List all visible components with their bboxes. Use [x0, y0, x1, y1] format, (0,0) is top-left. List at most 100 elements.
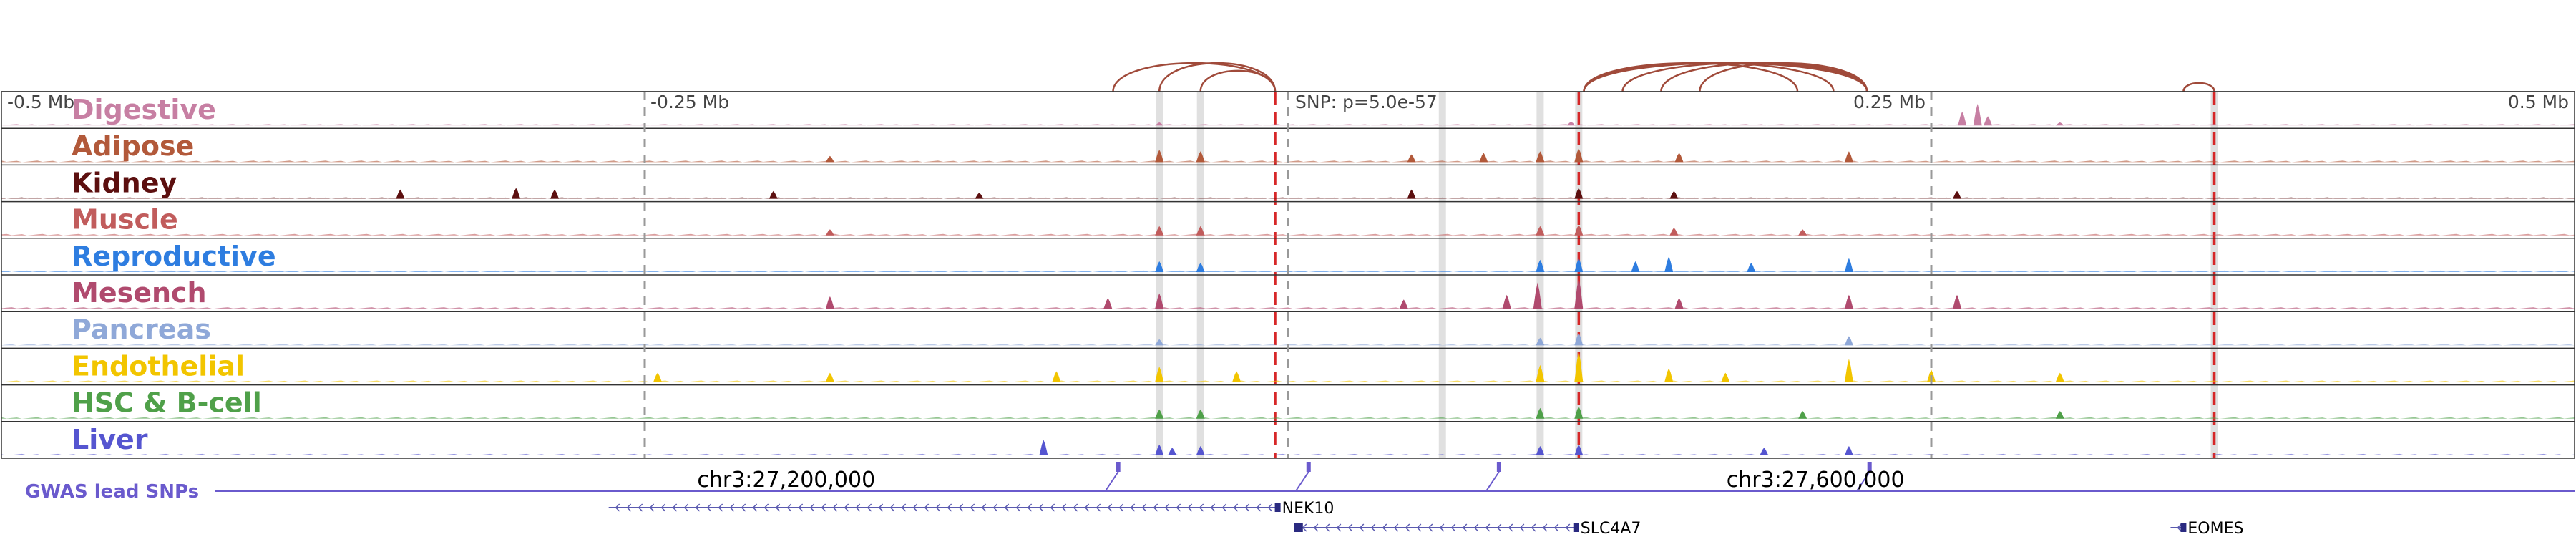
peak-1	[1196, 151, 1205, 163]
gene-label-2: EOMES	[2187, 520, 2243, 537]
coordinate-label-0: chr3:27,200,000	[697, 468, 875, 493]
peak-2	[1984, 116, 1993, 126]
peak-4	[1574, 278, 1584, 309]
strand-arrow	[649, 503, 655, 512]
peak-7	[1953, 294, 1961, 309]
tick-label-2: 0.25 Mb	[1853, 92, 1926, 112]
peak-3	[1536, 226, 1545, 236]
track-label-7: Endothelial	[72, 350, 245, 382]
track-label-6: Pancreas	[72, 314, 211, 345]
peak-2	[1574, 258, 1584, 272]
strand-arrow	[1096, 503, 1101, 512]
peak-6	[1798, 229, 1807, 236]
strand-arrow	[1118, 503, 1124, 512]
strand-arrow	[1450, 523, 1456, 532]
gene-nek10: NEK10	[608, 500, 1335, 518]
peak-0	[1958, 111, 1967, 126]
strand-arrow	[1302, 523, 1307, 532]
strand-arrow	[1141, 503, 1147, 512]
peak-3	[1168, 448, 1177, 455]
gene-eomes: EOMES	[2170, 520, 2243, 537]
peak-0	[1155, 150, 1164, 163]
tick-label-0: -0.5 Mb	[7, 92, 74, 112]
peak-6	[1844, 294, 1853, 309]
peak-1	[1196, 226, 1205, 236]
peak-2	[1196, 446, 1205, 455]
strand-arrow	[638, 503, 643, 512]
gene-exon	[2180, 523, 2187, 532]
peak-1	[1973, 104, 1982, 126]
peak-4	[825, 229, 834, 236]
peak-5	[1844, 151, 1853, 163]
peak-5	[1574, 188, 1584, 199]
track-hsc-b-cell	[1, 384, 2575, 419]
peak-3	[1536, 151, 1545, 163]
strand-arrow	[1038, 503, 1044, 512]
strand-arrow	[1370, 523, 1376, 532]
track-kidney	[1, 164, 2575, 199]
strand-arrow	[924, 503, 930, 512]
strand-arrow	[626, 503, 632, 512]
peak-1	[1196, 409, 1205, 419]
gwas-connector-1	[1294, 471, 1309, 492]
strand-arrow	[1462, 523, 1468, 532]
peak-5	[1574, 351, 1584, 382]
peak-6	[1669, 190, 1679, 199]
strand-arrow	[1256, 503, 1262, 512]
track-noise	[1, 417, 2575, 419]
strand-arrow	[1061, 503, 1067, 512]
loop-arc-1	[1158, 62, 1277, 92]
strand-arrow	[798, 503, 804, 512]
strand-arrow	[1359, 523, 1365, 532]
gwas-track: GWAS lead SNPs	[25, 462, 2575, 503]
gwas-label: GWAS lead SNPs	[25, 481, 199, 503]
strand-arrow	[855, 503, 861, 512]
track-noise	[1, 307, 2575, 309]
strand-arrow	[1531, 523, 1536, 532]
x-axis: -0.5 Mb -0.25 Mb 0.25 Mb 0.5 Mb SNP: p=5.0e-…	[7, 92, 2569, 458]
peak-5	[1536, 446, 1545, 455]
gwas-snp-2	[1496, 462, 1501, 472]
peak-7	[1760, 448, 1769, 455]
peak-2	[1574, 406, 1584, 419]
peak-4	[1574, 444, 1584, 455]
peak-6	[825, 155, 834, 163]
lead-snp-label: SNP: p=5.0e-57	[1295, 92, 1438, 112]
strand-arrow	[1004, 503, 1010, 512]
strand-arrow	[1439, 523, 1445, 532]
strand-arrow	[1485, 523, 1491, 532]
peak-1	[825, 372, 834, 382]
loop-arc-8	[1699, 62, 1868, 92]
gwas-connector-0	[1104, 471, 1119, 492]
peak-6	[1844, 446, 1853, 455]
peak-5	[1669, 228, 1679, 236]
peak-8	[975, 193, 984, 199]
strand-arrow	[1015, 503, 1021, 512]
strand-arrow	[1267, 503, 1273, 512]
gene-exon	[1294, 523, 1303, 532]
strand-arrow	[706, 503, 712, 512]
peak-10	[2055, 372, 2064, 382]
peak-0	[396, 189, 405, 199]
strand-arrow	[763, 503, 769, 512]
peak-1	[1844, 336, 1853, 346]
loop-arc-7	[1660, 62, 1868, 92]
chromatin-loops	[1112, 62, 2215, 92]
gwas-connector-3	[1855, 471, 1870, 492]
peak-2	[1574, 224, 1584, 236]
tick-label-1: -0.25 Mb	[650, 92, 729, 112]
gwas-snp-3	[1867, 462, 1872, 472]
peak-0	[825, 296, 834, 309]
strand-arrow	[1405, 523, 1410, 532]
peak-3	[1536, 407, 1545, 419]
strand-arrow	[1565, 523, 1571, 532]
strand-arrow	[889, 503, 895, 512]
strand-arrow	[958, 503, 964, 512]
track-noise	[1, 197, 2575, 199]
strand-arrow	[1382, 523, 1387, 532]
gene-label-0: NEK10	[1282, 500, 1335, 518]
strand-arrow	[1027, 503, 1033, 512]
peak-0	[1039, 440, 1048, 455]
loop-arc-9	[2182, 82, 2215, 92]
peak-5	[1502, 294, 1511, 309]
